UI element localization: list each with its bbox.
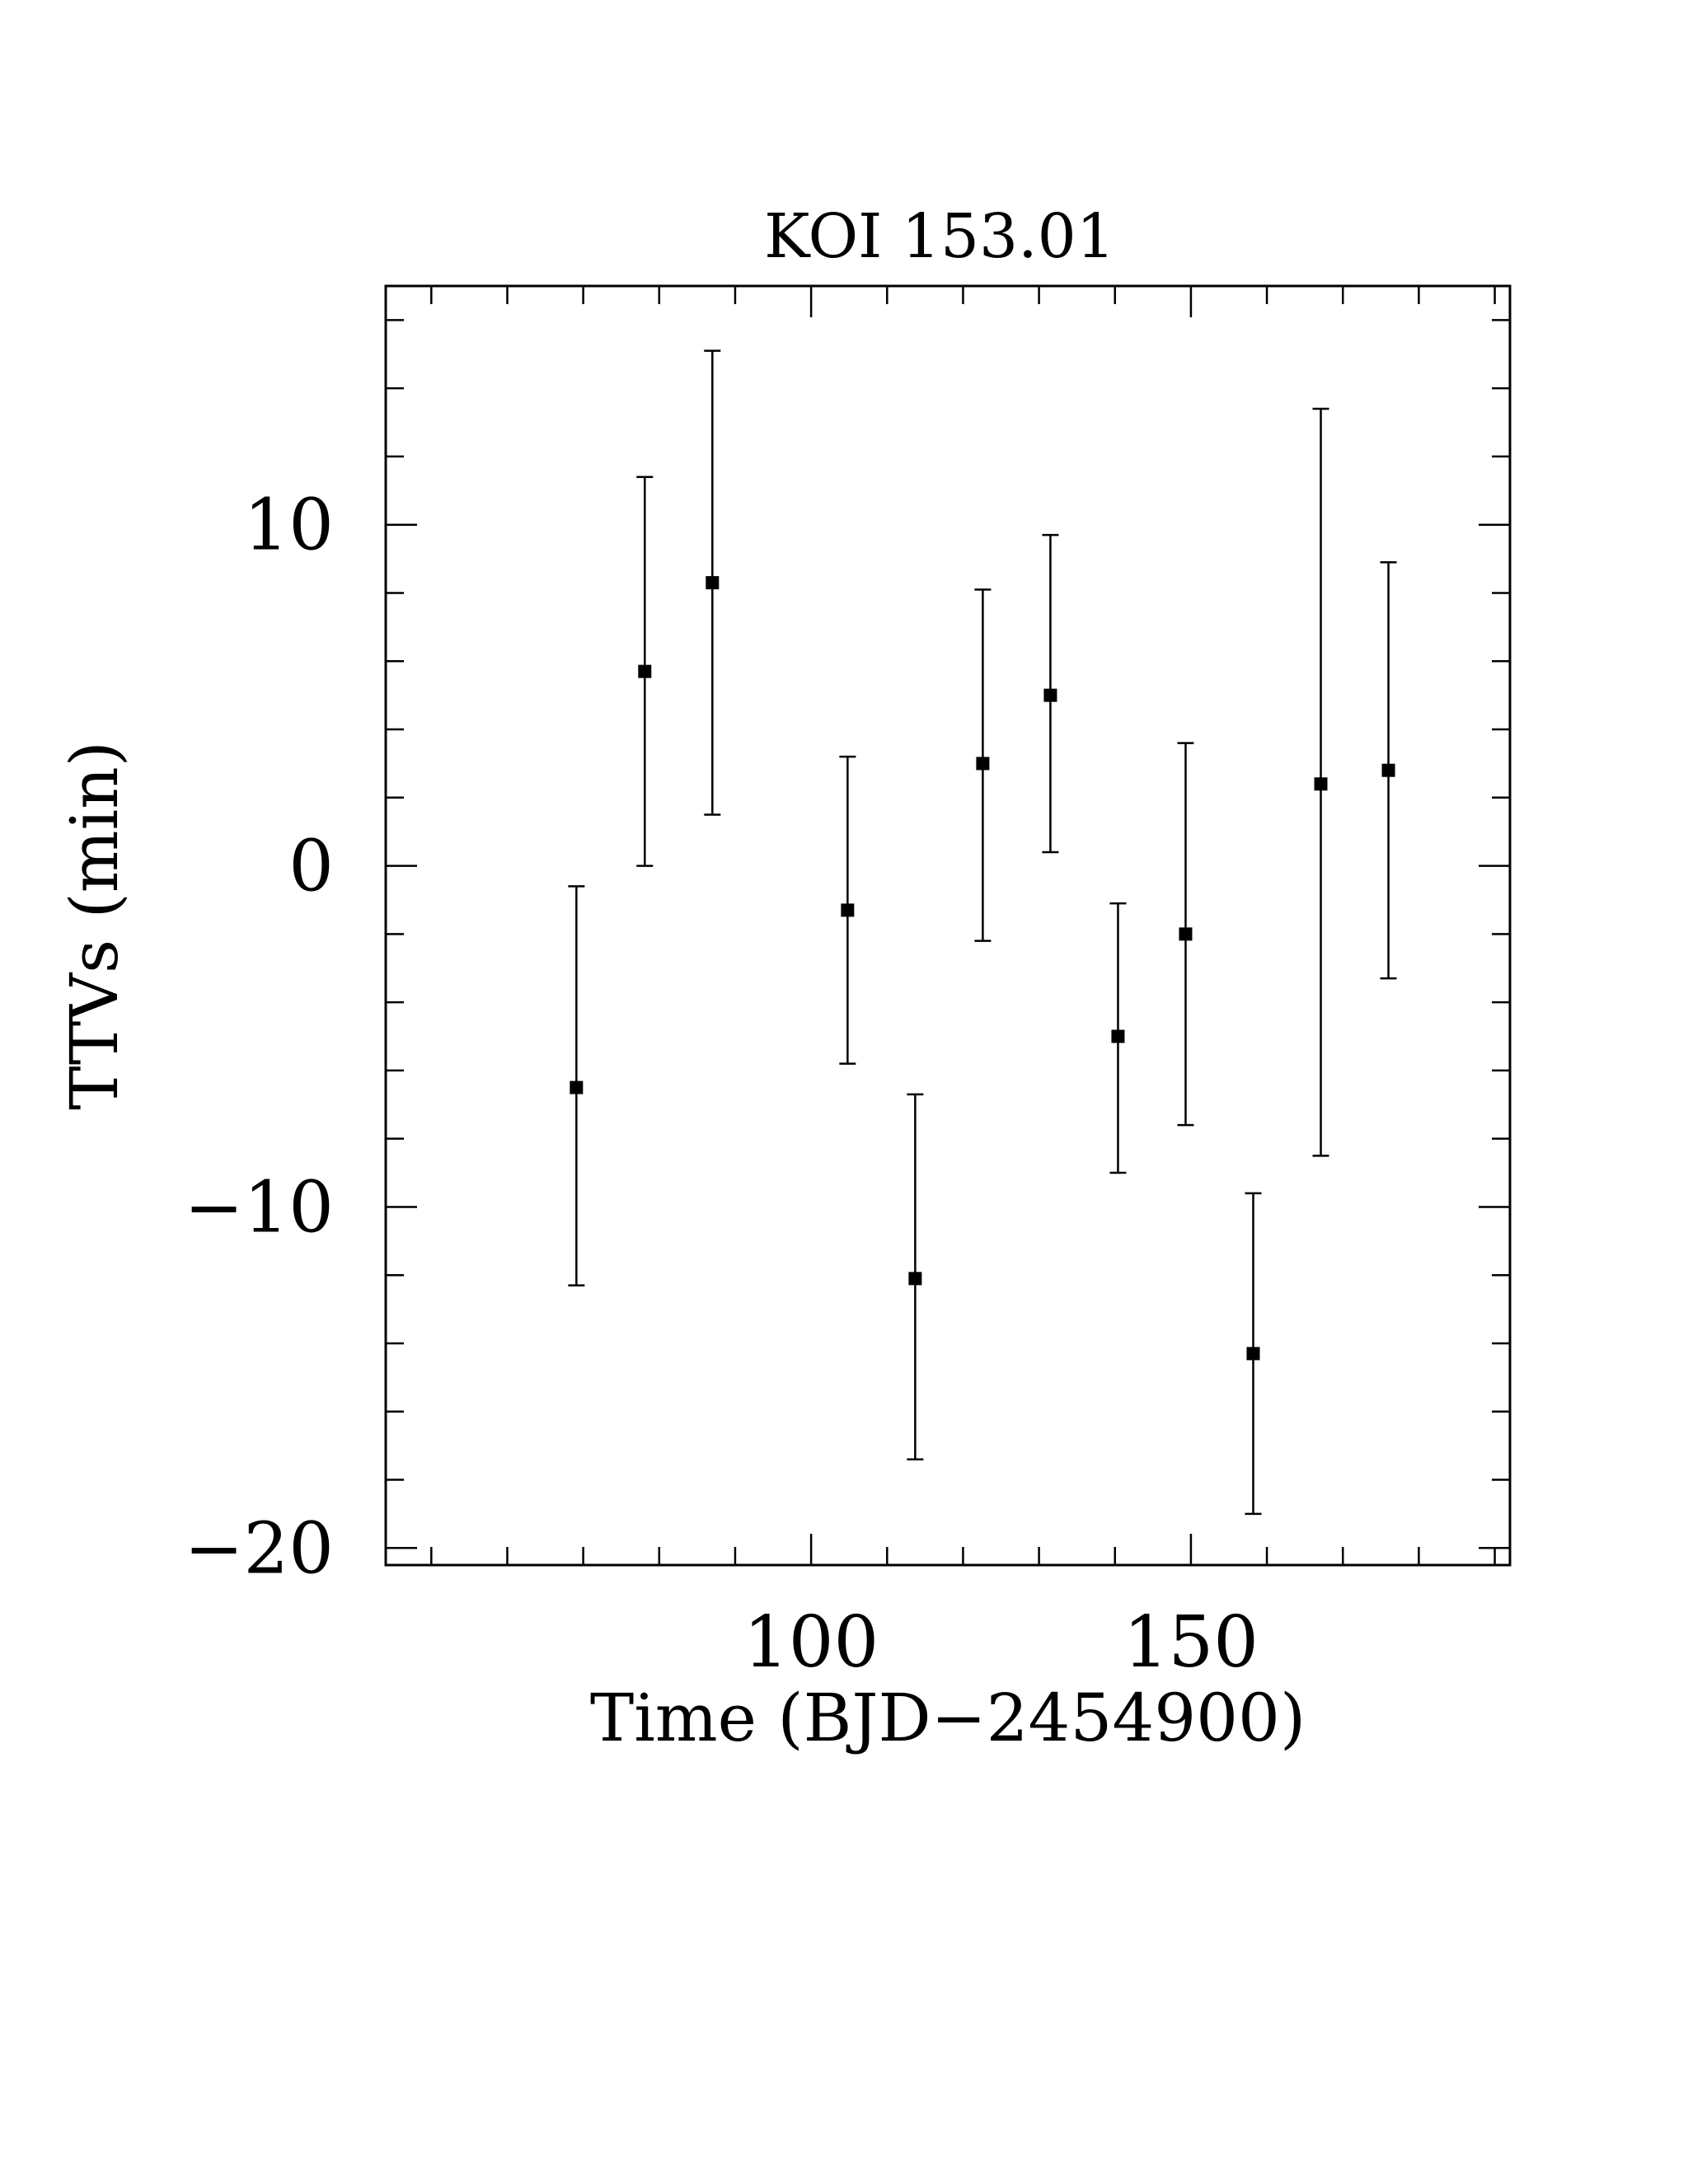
data-point [1245, 1192, 1262, 1516]
y-tick-label: −20 [185, 1507, 335, 1590]
data-marker [1381, 763, 1395, 777]
data-marker [1179, 927, 1193, 941]
data-marker [908, 1272, 922, 1286]
data-marker [706, 576, 720, 590]
chart-title: KOI 153.01 [764, 201, 1115, 272]
data-point [1312, 407, 1329, 1157]
y-tick-label: 10 [244, 485, 334, 567]
data-marker [1246, 1347, 1260, 1361]
data-marker [1111, 1029, 1125, 1043]
data-point [1177, 742, 1194, 1127]
data-marker [976, 757, 990, 771]
data-point [568, 885, 585, 1286]
data-series [568, 349, 1397, 1516]
plot-frame [384, 284, 1512, 1567]
data-point [1109, 902, 1127, 1174]
data-point [704, 349, 721, 816]
data-point [907, 1093, 924, 1460]
data-marker [1314, 777, 1328, 791]
x-tick-label: 150 [1123, 1601, 1259, 1684]
axis-ticks: 100 150 −20 −10 0 10 [185, 286, 1510, 1684]
y-axis-label: TTVs (min) [56, 741, 133, 1110]
data-point [839, 755, 856, 1065]
data-marker [570, 1080, 584, 1094]
data-marker [638, 664, 652, 678]
x-axis-label: Time (BJD−2454900) [590, 1680, 1306, 1756]
x-tick-label: 100 [743, 1601, 879, 1684]
data-marker [1043, 688, 1057, 702]
y-tick-label: −10 [185, 1166, 335, 1249]
y-tick-label: 0 [288, 826, 334, 908]
data-marker [841, 903, 855, 917]
data-point [974, 588, 992, 942]
data-point [636, 476, 654, 867]
data-point [1042, 533, 1059, 854]
data-point [1380, 560, 1397, 980]
